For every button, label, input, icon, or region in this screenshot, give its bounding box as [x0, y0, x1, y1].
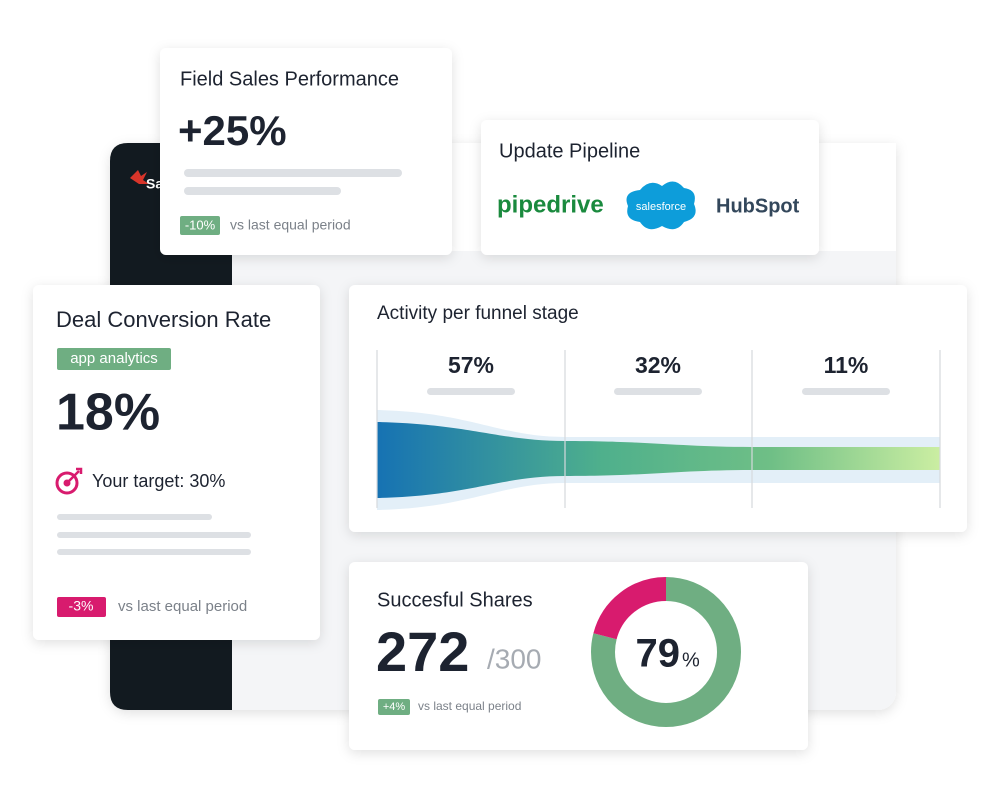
- total: /300: [487, 643, 542, 674]
- sidebar-logo: Sa: [146, 176, 163, 192]
- sidebar-logo-icon: [130, 170, 149, 184]
- stage-value: 32%: [635, 352, 681, 378]
- card-title: Update Pipeline: [499, 140, 640, 162]
- badge: [378, 699, 410, 715]
- donut-value: 79: [636, 632, 681, 676]
- deal-conversion-card: Deal Conversion Rate app analytics 18% Y…: [33, 285, 320, 640]
- big-value: +25%: [178, 107, 287, 154]
- stage-dividers: [376, 350, 941, 508]
- field-sales-card: Field Sales Performance +25% -10% vs las…: [160, 48, 452, 255]
- card-title: Field Sales Performance: [180, 68, 399, 90]
- badge-note: vs last equal period: [230, 217, 351, 233]
- card-title: Deal Conversion Rate: [56, 307, 271, 332]
- badge-text: -3%: [69, 598, 94, 614]
- salesforce-logo[interactable]: salesforce: [636, 201, 686, 213]
- pipeline-card: Update Pipeline pipedrive salesforce Hub…: [481, 120, 819, 255]
- donut-unit: %: [682, 649, 700, 671]
- card-title: Activity per funnel stage: [377, 303, 579, 324]
- badge-note: vs last equal period: [418, 699, 521, 713]
- placeholder-bar: [427, 388, 515, 395]
- big-value: 272: [376, 620, 469, 683]
- placeholder-bar: [57, 514, 212, 520]
- card-title: Succesful Shares: [377, 589, 533, 611]
- hubspot-logo[interactable]: HubSpot: [716, 195, 800, 217]
- placeholder-bar: [802, 388, 890, 395]
- placeholder-bar: [614, 388, 702, 395]
- tag: [57, 348, 171, 370]
- badge: [180, 216, 220, 235]
- stage-value: 11%: [824, 352, 869, 378]
- target-text: Your target: 30%: [92, 471, 225, 491]
- badge-text: +4%: [383, 701, 406, 713]
- target-icon: [55, 467, 83, 495]
- tag-text: app analytics: [70, 350, 158, 367]
- salesforce-cloud: [626, 181, 696, 230]
- placeholder-bar: [184, 169, 402, 177]
- donut-remainder: [591, 577, 741, 727]
- pipedrive-logo[interactable]: pipedrive: [497, 191, 604, 218]
- big-value: 18%: [56, 384, 160, 442]
- placeholder-bar: [57, 532, 251, 538]
- badge-note: vs last equal period: [118, 598, 247, 615]
- badge: [57, 597, 106, 617]
- stage-value: 57%: [448, 352, 494, 378]
- funnel-card: Activity per funnel stage 57% 32% 11%: [349, 285, 967, 532]
- placeholder-bar: [184, 187, 341, 195]
- funnel-shape: [377, 422, 940, 498]
- badge-text: -10%: [185, 217, 216, 232]
- placeholder-bar: [57, 549, 251, 555]
- shares-card: Succesful Shares 272 /300 +4% vs last eq…: [349, 562, 808, 750]
